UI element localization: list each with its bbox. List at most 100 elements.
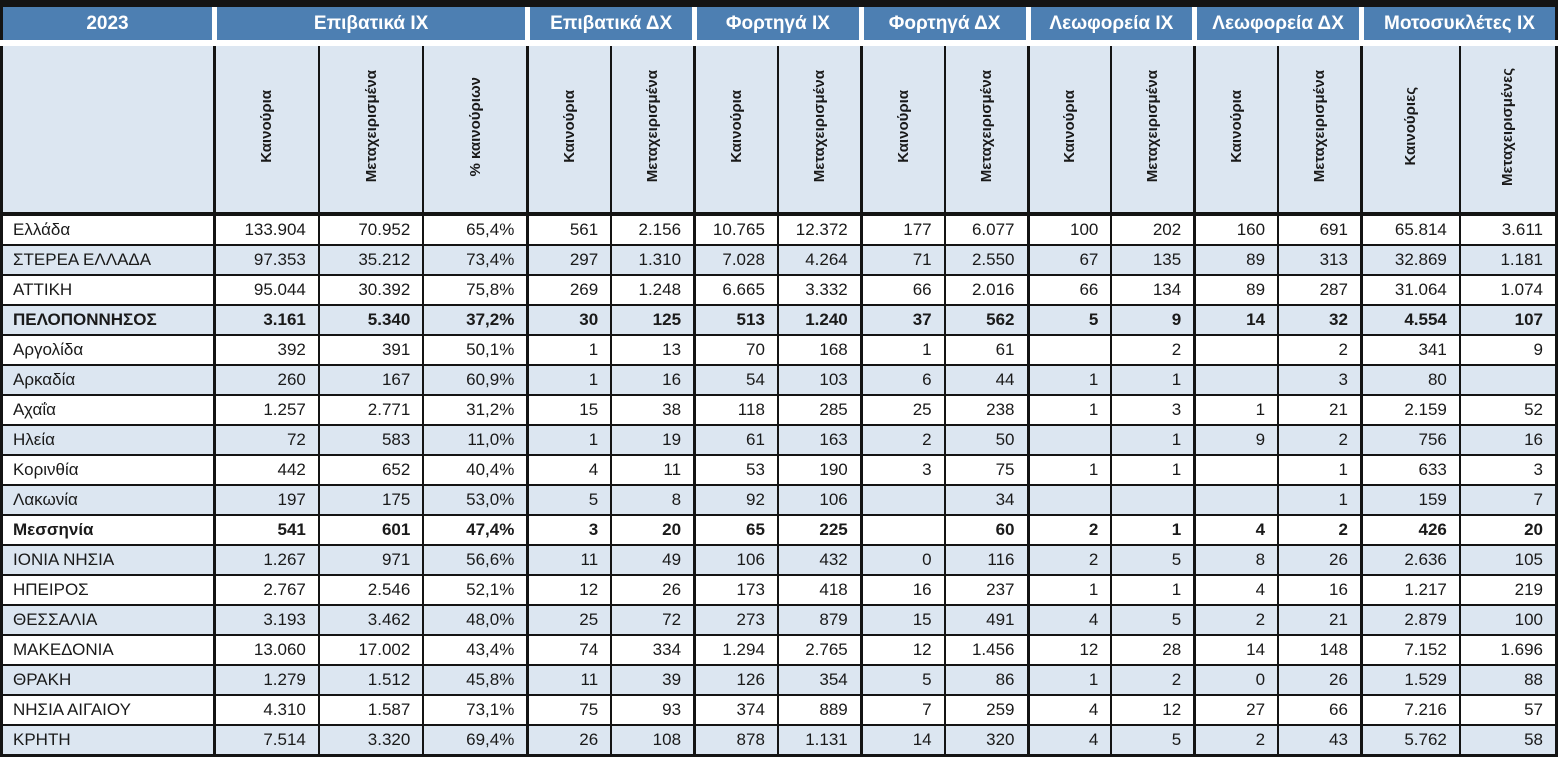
value-cell: 177 bbox=[859, 213, 946, 246]
value-cell: 1.587 bbox=[317, 694, 425, 726]
table-row: ΘΡΑΚΗ 1.279 1.512 45,8% 11 39 126 354 5 86 1 2 0 26 1.… bbox=[0, 664, 1558, 696]
value-cell: 88 bbox=[1458, 664, 1558, 696]
value-cell: 17.002 bbox=[317, 634, 425, 666]
column-header: Καινούρια bbox=[693, 42, 779, 216]
value-cell: 26 bbox=[610, 574, 696, 606]
value-cell: 37,2% bbox=[422, 304, 529, 336]
value-cell: 1 bbox=[1026, 664, 1113, 696]
value-cell: 69,4% bbox=[422, 724, 529, 757]
value-cell: 1 bbox=[526, 334, 613, 366]
value-cell: 879 bbox=[776, 604, 863, 636]
value-cell: 3.611 bbox=[1458, 213, 1558, 246]
value-cell: 2 bbox=[1026, 514, 1113, 546]
value-cell: 2.879 bbox=[1359, 604, 1461, 636]
value-cell: 237 bbox=[943, 574, 1030, 606]
value-cell: 1 bbox=[1277, 484, 1363, 516]
value-cell: 1 bbox=[526, 364, 613, 396]
value-cell: 30 bbox=[526, 304, 613, 336]
value-cell: 4 bbox=[1026, 694, 1113, 726]
region-cell: Κορινθία bbox=[0, 454, 216, 486]
column-header-label: Μεταχειρισμένα bbox=[644, 70, 662, 183]
value-cell: 197 bbox=[212, 484, 320, 516]
value-cell: 3 bbox=[1110, 394, 1196, 426]
table-row: ΘΕΣΣΑΛΙΑ 3.193 3.462 48,0% 25 72 273 879 15 491 4 5… bbox=[0, 604, 1558, 636]
value-cell: 418 bbox=[776, 574, 863, 606]
value-cell: 1.240 bbox=[776, 304, 863, 336]
value-cell: 1.257 bbox=[212, 394, 320, 426]
value-cell: 3.161 bbox=[212, 304, 320, 336]
value-cell: 38 bbox=[610, 394, 696, 426]
value-cell: 74 bbox=[526, 634, 613, 666]
value-cell: 0 bbox=[859, 544, 946, 576]
table-row: Αργολίδα 392 391 50,1% 1 13 70 168 1 61 2 2 341 9 bbox=[0, 334, 1558, 366]
value-cell: 108 bbox=[610, 724, 696, 757]
value-cell: 2 bbox=[1277, 334, 1363, 366]
value-cell: 7.514 bbox=[212, 724, 320, 757]
value-cell: 32 bbox=[1277, 304, 1363, 336]
value-cell: 1 bbox=[1277, 454, 1363, 486]
value-cell: 20 bbox=[610, 514, 696, 546]
column-header-label: Καινούρια bbox=[258, 90, 276, 163]
value-cell: 70 bbox=[693, 334, 779, 366]
value-cell: 432 bbox=[776, 544, 863, 576]
region-cell: ΙΟΝΙΑ ΝΗΣΙΑ bbox=[0, 544, 216, 576]
value-cell: 14 bbox=[859, 724, 946, 757]
value-cell: 2 bbox=[1277, 424, 1363, 456]
value-cell: 58 bbox=[1458, 724, 1558, 757]
column-header: Μεταχειρισμένα bbox=[1277, 42, 1363, 216]
value-cell: 374 bbox=[693, 694, 779, 726]
value-cell: 66 bbox=[1026, 274, 1113, 306]
value-cell: 35.212 bbox=[317, 244, 425, 276]
table-row: Αχαΐα 1.257 2.771 31,2% 15 38 118 285 25 238 1 3 1 21… bbox=[0, 394, 1558, 426]
value-cell: 50,1% bbox=[422, 334, 529, 366]
value-cell: 513 bbox=[693, 304, 779, 336]
table-row: ΗΠΕΙΡΟΣ 2.767 2.546 52,1% 12 26 173 418 16 237 1 1 4… bbox=[0, 574, 1558, 606]
value-cell: 27 bbox=[1193, 694, 1280, 726]
column-header: Μεταχειρισμένα bbox=[943, 42, 1030, 216]
value-cell: 889 bbox=[776, 694, 863, 726]
value-cell: 2.767 bbox=[212, 574, 320, 606]
value-cell: 633 bbox=[1359, 454, 1461, 486]
value-cell: 134 bbox=[1110, 274, 1196, 306]
region-cell: ΝΗΣΙΑ ΑΙΓΑΙΟΥ bbox=[0, 694, 216, 726]
value-cell: 4 bbox=[1026, 724, 1113, 757]
value-cell: 105 bbox=[1458, 544, 1558, 576]
value-cell: 21 bbox=[1277, 604, 1363, 636]
column-header: % καινούριων bbox=[422, 42, 529, 216]
value-cell: 2 bbox=[1193, 724, 1280, 757]
column-header-label: Μεταχειρισμένα bbox=[810, 70, 828, 183]
region-cell: Λακωνία bbox=[0, 484, 216, 516]
value-cell: 1 bbox=[526, 424, 613, 456]
value-cell: 106 bbox=[693, 544, 779, 576]
region-cell: Αργολίδα bbox=[0, 334, 216, 366]
value-cell: 2.771 bbox=[317, 394, 425, 426]
value-cell bbox=[1110, 484, 1196, 516]
value-cell: 238 bbox=[943, 394, 1030, 426]
value-cell: 541 bbox=[212, 514, 320, 546]
value-cell: 135 bbox=[1110, 244, 1196, 276]
value-cell: 9 bbox=[1193, 424, 1280, 456]
value-cell: 56,6% bbox=[422, 544, 529, 576]
value-cell: 1.512 bbox=[317, 664, 425, 696]
value-cell: 75,8% bbox=[422, 274, 529, 306]
value-cell: 133.904 bbox=[212, 213, 320, 246]
value-cell: 125 bbox=[610, 304, 696, 336]
region-cell: ΘΡΑΚΗ bbox=[0, 664, 216, 696]
column-header-label: Καινούρια bbox=[894, 90, 912, 163]
value-cell: 31.064 bbox=[1359, 274, 1461, 306]
value-cell: 93 bbox=[610, 694, 696, 726]
value-cell: 225 bbox=[776, 514, 863, 546]
value-cell: 5 bbox=[1110, 724, 1196, 757]
value-cell: 5.762 bbox=[1359, 724, 1461, 757]
value-cell: 4 bbox=[1026, 604, 1113, 636]
value-cell: 52 bbox=[1458, 394, 1558, 426]
value-cell: 2 bbox=[859, 424, 946, 456]
value-cell: 5 bbox=[1110, 544, 1196, 576]
value-cell: 160 bbox=[1193, 213, 1280, 246]
value-cell: 1 bbox=[1110, 574, 1196, 606]
column-header-label: Μεταχειρισμένα bbox=[362, 70, 380, 183]
region-cell: ΜΑΚΕΔΟΝΙΑ bbox=[0, 634, 216, 666]
region-cell: Ελλάδα bbox=[0, 213, 216, 246]
value-cell: 6 bbox=[859, 364, 946, 396]
column-header-label: Μεταχειρισμένα bbox=[1144, 70, 1162, 183]
